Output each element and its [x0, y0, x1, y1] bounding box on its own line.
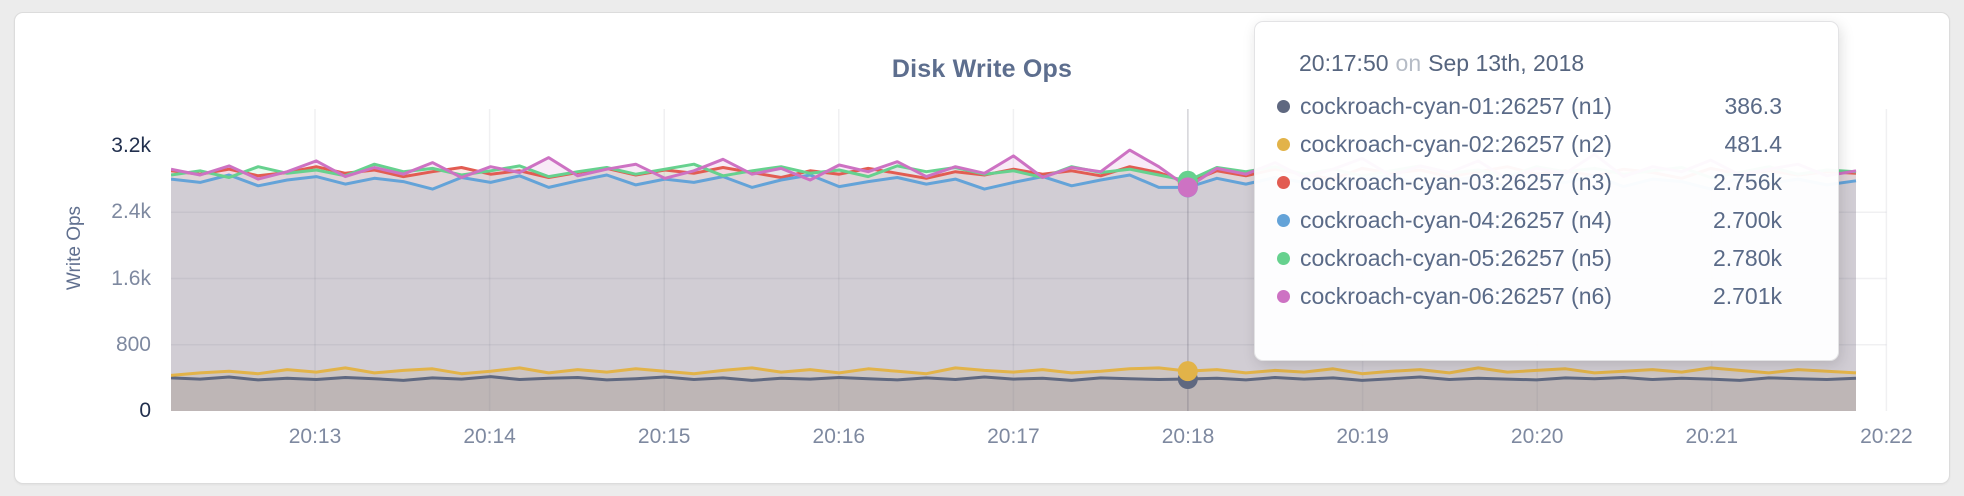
series-line [171, 375, 1857, 382]
x-tick-label: 20:19 [1336, 425, 1389, 448]
x-tick-label: 20:14 [463, 425, 516, 448]
chart-card: Disk Write Ops Write Ops 0 800 1.6k 2.4k 3.2… [14, 12, 1950, 484]
series-name: cockroach-cyan-02:26257 (n2) [1300, 130, 1612, 157]
series-name: cockroach-cyan-06:26257 (n6) [1300, 282, 1612, 309]
series-value: 2.756k [1712, 168, 1782, 195]
y-tick-label: 2.4k [111, 200, 151, 224]
x-tick-label: 20:21 [1685, 425, 1739, 448]
series-color-dot-icon [1277, 289, 1290, 303]
series-area-fill [171, 376, 1856, 411]
tooltip-series-row: cockroach-cyan-01:26257 (n1) 386.3 [1277, 87, 1782, 125]
x-tick-label: 20:17 [987, 425, 1040, 448]
series-value: 2.700k [1712, 206, 1782, 233]
tooltip-date: Sep 13th, 2018 [1428, 50, 1585, 76]
x-tick-label: 20:15 [637, 425, 691, 448]
tooltip-series-row: cockroach-cyan-03:26257 (n3) 2.756k [1277, 163, 1782, 201]
chart-title: Disk Write Ops [891, 55, 1073, 83]
series-name: cockroach-cyan-04:26257 (n4) [1300, 206, 1612, 233]
series-color-dot-icon [1277, 213, 1290, 227]
chart-hover-tooltip: 20:17:50 on Sep 13th, 2018 cockroach-cyan-… [1254, 21, 1839, 361]
hover-point-dot [1177, 177, 1198, 198]
series-name: cockroach-cyan-03:26257 (n3) [1300, 168, 1612, 195]
tooltip-time: 20:17:50 [1299, 50, 1389, 76]
x-tick-label: 20:13 [288, 425, 342, 448]
series-color-dot-icon [1277, 251, 1290, 265]
x-tick-label: 20:16 [812, 425, 866, 448]
tooltip-series-row: cockroach-cyan-04:26257 (n4) 2.700k [1277, 201, 1782, 239]
series-line [171, 366, 1857, 377]
x-tick-label: 20:20 [1510, 425, 1564, 448]
series-name: cockroach-cyan-05:26257 (n5) [1300, 244, 1612, 271]
series-color-dot-icon [1277, 175, 1290, 189]
series-value: 2.780k [1712, 244, 1782, 271]
series-name: cockroach-cyan-01:26257 (n1) [1300, 92, 1612, 119]
y-tick-label: 1.6k [111, 266, 151, 290]
series-value: 2.701k [1712, 282, 1782, 309]
y-tick-label: 0 [139, 399, 151, 422]
y-tick-label: 3.2k [111, 134, 151, 157]
series-value: 386.3 [1724, 92, 1782, 119]
tooltip-header: 20:17:50 on Sep 13th, 2018 [1299, 50, 1782, 77]
tooltip-series-row: cockroach-cyan-05:26257 (n5) 2.780k [1277, 239, 1782, 277]
series-value: 481.4 [1724, 130, 1782, 157]
y-tick-label: 800 [115, 332, 151, 356]
tooltip-series-row: cockroach-cyan-02:26257 (n2) 481.4 [1277, 125, 1782, 163]
hover-point-dot [1177, 361, 1198, 382]
tooltip-connector: on [1395, 50, 1422, 76]
x-tick-label: 20:18 [1161, 425, 1215, 448]
series-color-dot-icon [1277, 99, 1290, 113]
y-axis-title: Write Ops [64, 205, 85, 291]
x-tick-label: 20:22 [1860, 425, 1913, 448]
series-color-dot-icon [1277, 137, 1290, 151]
tooltip-series-row: cockroach-cyan-06:26257 (n6) 2.701k [1277, 277, 1782, 315]
